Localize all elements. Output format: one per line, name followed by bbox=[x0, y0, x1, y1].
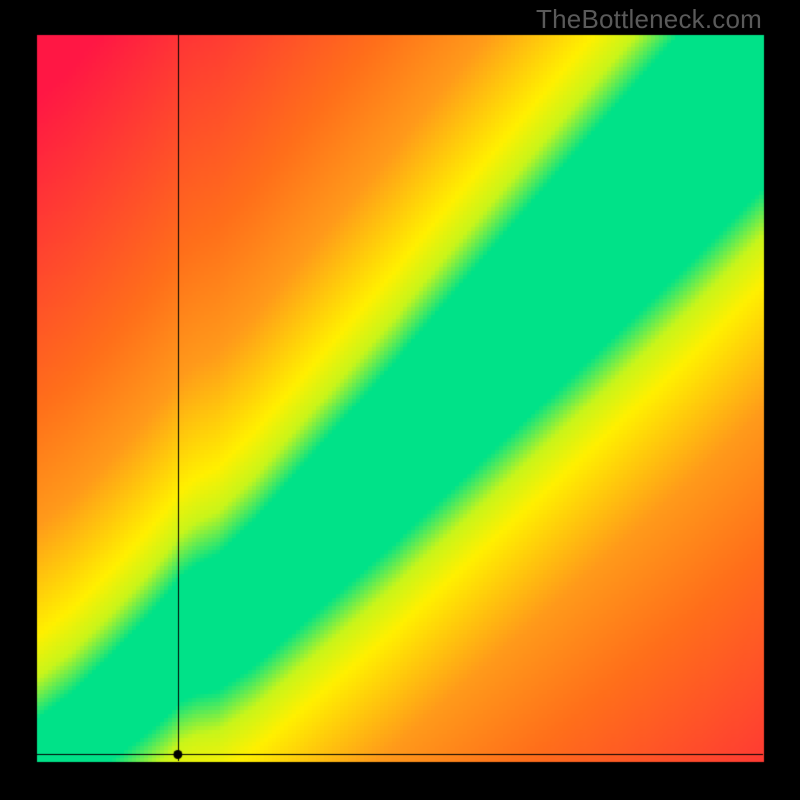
bottleneck-heatmap bbox=[0, 0, 800, 800]
watermark-text: TheBottleneck.com bbox=[536, 4, 762, 35]
chart-container: { "canvas": { "width": 800, "height": 80… bbox=[0, 0, 800, 800]
